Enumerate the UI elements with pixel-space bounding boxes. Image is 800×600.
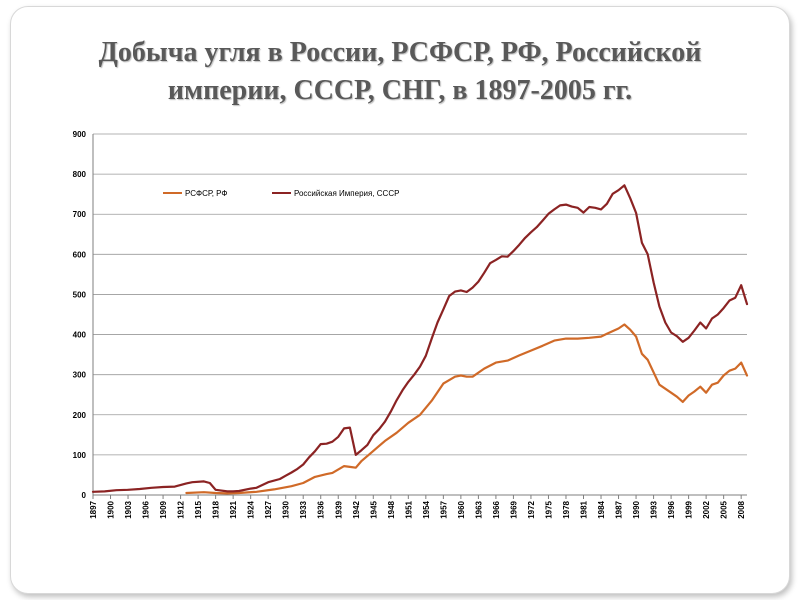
legend-label-2: Российская Империя, СССР [294, 189, 399, 198]
x-tick-label: 1900 [107, 500, 116, 518]
chart-title-line1: Добыча угля в России, РСФСР, РФ, Российс… [98, 37, 702, 68]
x-tick-label: 1936 [317, 500, 326, 518]
x-tick-label: 2008 [737, 500, 746, 518]
x-tick-label: 1942 [352, 500, 361, 518]
x-tick-label: 1957 [439, 500, 448, 518]
x-tick-label: 1966 [492, 500, 501, 518]
grid-lines [93, 133, 747, 456]
x-tick-label: 2002 [702, 500, 711, 518]
slide [10, 6, 790, 594]
series-line-2 [91, 184, 749, 493]
x-tick-label: 1963 [474, 500, 483, 518]
x-tick-label: 1921 [229, 500, 238, 518]
x-tick-label: 1933 [299, 500, 308, 518]
y-tick-label: 500 [73, 290, 87, 299]
x-tick-label: 1954 [422, 500, 431, 518]
axes [92, 134, 747, 496]
x-tick-label: 2005 [720, 500, 729, 518]
y-tick-label: 300 [73, 371, 87, 380]
x-tick-label: 1996 [667, 500, 676, 518]
x-tick-label: 1972 [527, 500, 536, 518]
chart-title: Добыча угля в России, РСФСР, РФ, Российс… [40, 34, 760, 110]
x-tick-label: 1903 [124, 500, 133, 518]
series-lines [91, 184, 749, 495]
y-tick-label: 0 [82, 491, 87, 500]
x-tick-label: 1924 [247, 500, 256, 518]
chart-title-line2: империи, СССР, СНГ, в 1897-2005 гг. [167, 75, 633, 106]
legend: РСФСР, РФ Российская Империя, СССР [163, 189, 399, 198]
x-tick-label: 1912 [177, 500, 186, 518]
legend-label-1: РСФСР, РФ [185, 189, 227, 198]
x-tick-label: 1990 [632, 500, 641, 518]
x-tick-label: 1975 [544, 500, 553, 518]
y-tick-label: 600 [73, 250, 87, 259]
x-tick-label: 1939 [334, 500, 343, 518]
x-tick-label: 1951 [404, 500, 413, 518]
y-tick-label: 700 [73, 210, 87, 219]
y-axis-ticks: 0 100 200 300 400 500 600 700 800 900 [73, 130, 87, 500]
x-axis-ticks: 1897 1900 1903 1906 1909 1912 1915 1918 1921 1924… [89, 495, 746, 519]
x-tick-label: 1948 [387, 500, 396, 518]
y-tick-label: 100 [73, 451, 87, 460]
x-tick-label: 1945 [369, 500, 378, 518]
x-tick-label: 1981 [580, 500, 589, 518]
x-tick-label: 1987 [615, 500, 624, 518]
y-tick-label: 900 [73, 130, 87, 139]
x-tick-label: 1906 [142, 500, 151, 518]
x-tick-label: 1918 [212, 500, 221, 518]
y-tick-label: 200 [73, 411, 87, 420]
x-tick-label: 1969 [509, 500, 518, 518]
x-tick-label: 1978 [562, 500, 571, 518]
y-tick-label: 800 [73, 170, 87, 179]
x-tick-label: 1909 [159, 500, 168, 518]
x-tick-label: 1984 [597, 500, 606, 518]
x-tick-label: 1993 [650, 500, 659, 518]
x-tick-label: 1930 [282, 500, 291, 518]
series-line-1 [185, 323, 749, 495]
x-tick-label: 1897 [89, 500, 98, 518]
x-tick-label: 1999 [685, 500, 694, 518]
x-tick-label: 1915 [194, 500, 203, 518]
y-tick-label: 400 [73, 331, 87, 340]
x-tick-label: 1960 [457, 500, 466, 518]
x-tick-label: 1927 [264, 500, 273, 518]
